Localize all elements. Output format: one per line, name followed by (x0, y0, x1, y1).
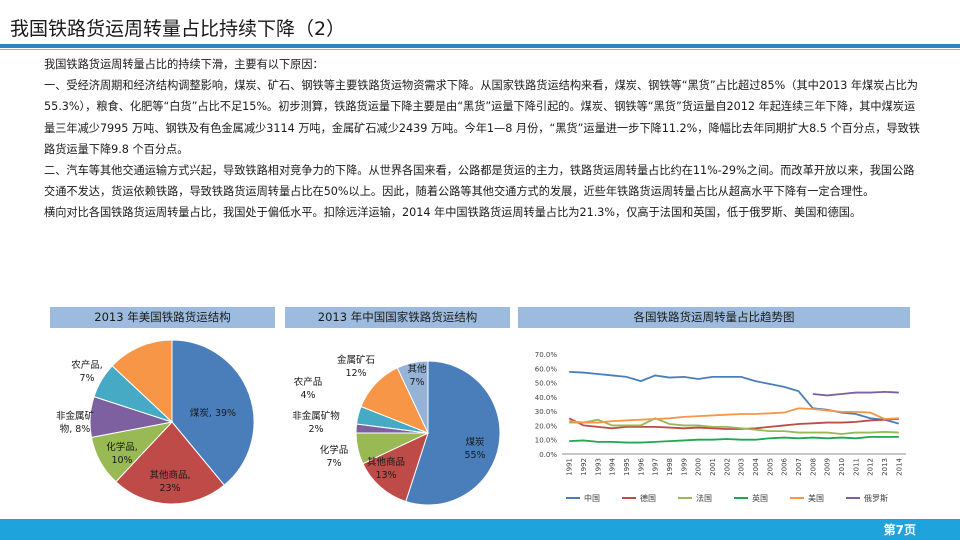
us-pie-header: 2013 年美国铁路货运结构 (50, 307, 275, 328)
cn-pie-slice-0 (405, 360, 501, 506)
xtick-22: 2013 (881, 458, 889, 476)
xtick-0: 1991 (566, 458, 574, 476)
us-pie-label-1-1: 23% (159, 483, 180, 494)
us-pie-label-3-0: 非金属矿 (56, 410, 95, 422)
rail-share-trend-chart: 0.0% 10.0% 20.0% 30.0% 40.0% 50.0% 60.0% 70.0% 1… (535, 351, 906, 503)
xtick-19: 2010 (838, 458, 846, 476)
us-pie-slice-1 (115, 421, 225, 505)
xtick-20: 2011 (852, 458, 860, 476)
legend-label-1: 德国 (640, 493, 656, 503)
legend-label-3: 英国 (752, 493, 768, 503)
series-line-3 (569, 435, 899, 444)
cn-pie-label-5-0: 金属矿石 (337, 354, 375, 366)
legend-label-2: 法国 (696, 493, 712, 503)
paragraph-reason-2: 二、汽车等其他交通运输方式兴起，导致铁路相对竞争力的下降。从世界各国来看，公路都… (44, 164, 915, 199)
series-line-2 (569, 417, 899, 435)
paragraph-reason-1: 一、受经济周期和经济结构调整影响，煤炭、矿石、钢铁等主要铁路货运物资需求下降。从… (44, 79, 920, 156)
us-freight-pie-chart: 煤炭, 39% 其他商品, 23% 化学品, 10% 非金属矿物, 8% 农产品, 7% (56, 339, 255, 505)
xtick-21: 2012 (867, 458, 875, 476)
xtick-12: 2003 (738, 458, 746, 476)
cn-pie-label-5-1: 12% (345, 368, 366, 379)
xtick-3: 1994 (609, 457, 617, 475)
ytick-5: 50.0% (535, 380, 558, 388)
xtick-1: 1992 (580, 458, 588, 476)
page-number: 第7页 (883, 523, 916, 537)
paragraph-comparison: 横向对比各国铁路货运周转量占比，我国处于偏低水平。扣除远洋运输，2014 年中国… (44, 206, 862, 220)
page-title: 我国铁路货运周转量占比持续下降（2） (10, 18, 346, 40)
body-text: 我国铁路货运周转量占比的持续下滑，主要有以下原因： 一、受经济周期和经济结构调整… (44, 54, 924, 224)
title-divider-thin (0, 49, 960, 50)
cn-pie-label-6-0: 其他 (407, 363, 427, 375)
xtick-23: 2014 (895, 457, 903, 475)
china-freight-pie-chart: 煤炭 55% 其他商品 13% 化学品 7% 非金属矿物 2% 农产品 4% 金属矿石 12% 其他 7% (292, 354, 501, 506)
series-line-1 (568, 417, 899, 430)
cn-pie-label-6-1: 7% (409, 377, 424, 388)
cn-pie-slice-1 (362, 432, 429, 503)
xtick-10: 2001 (709, 458, 717, 476)
cn-pie-label-1-1: 13% (375, 470, 396, 481)
cn-pie-label-1-0: 其他商品 (367, 456, 405, 468)
xtick-15: 2006 (781, 457, 789, 475)
paragraph-intro: 我国铁路货运周转量占比的持续下滑，主要有以下原因： (44, 58, 324, 71)
title-divider (0, 44, 960, 48)
cn-pie-label-0-0: 煤炭 (465, 436, 485, 448)
cn-pie-label-4-0: 农产品 (294, 376, 323, 388)
cn-pie-label-0-1: 55% (464, 450, 485, 461)
us-pie-label-0-0: 煤炭, 39% (190, 407, 236, 419)
series-line-0 (569, 370, 900, 425)
us-pie-label-2-0: 化学品, (106, 441, 138, 453)
ytick-7: 70.0% (535, 351, 558, 359)
legend-label-0: 中国 (584, 493, 600, 503)
us-pie-slice-5 (111, 339, 173, 424)
xtick-5: 1996 (637, 457, 645, 475)
series-line-5 (812, 390, 899, 397)
xtick-6: 1997 (652, 458, 660, 476)
xtick-7: 1998 (666, 458, 674, 476)
xtick-2: 1993 (594, 458, 602, 476)
us-pie-label-2-1: 10% (111, 455, 132, 466)
trend-chart-header: 各国铁路货运周转量占比趋势图 (518, 307, 910, 328)
footer-bar: 第7页 (0, 519, 960, 540)
series-line-4 (569, 407, 899, 424)
title-bar: 我国铁路货运周转量占比持续下降（2） (0, 8, 960, 50)
us-pie-label-4-0: 农产品, (71, 359, 103, 371)
xtick-17: 2008 (809, 458, 817, 476)
xtick-14: 2005 (766, 458, 774, 476)
us-pie-label-4-1: 7% (79, 373, 94, 384)
us-pie-label-3-1: 物, 8% (60, 423, 91, 435)
us-pie-label-1-0: 其他商品, (149, 469, 190, 481)
legend-label-5: 俄罗斯 (864, 493, 888, 503)
cn-pie-label-3-0: 非金属矿物 (292, 410, 340, 422)
cn-pie-label-4-1: 4% (300, 390, 315, 401)
xtick-8: 1999 (680, 458, 688, 476)
ytick-4: 40.0% (535, 394, 558, 402)
china-pie-header: 2013 年中国国家铁路货运结构 (285, 307, 510, 328)
legend-label-4: 美国 (808, 493, 824, 503)
xtick-13: 2004 (752, 457, 760, 475)
ytick-6: 60.0% (535, 365, 558, 373)
xtick-4: 1995 (623, 458, 631, 476)
ytick-0: 0.0% (539, 451, 557, 459)
us-pie-slice-0 (171, 339, 255, 486)
xtick-16: 2007 (795, 458, 803, 476)
cn-pie-label-3-1: 2% (308, 424, 323, 435)
ytick-1: 10.0% (535, 437, 558, 445)
ytick-2: 20.0% (535, 422, 558, 430)
cn-pie-label-2-1: 7% (326, 458, 341, 469)
xtick-18: 2009 (824, 458, 832, 476)
cn-pie-slice-6 (396, 360, 429, 434)
xtick-9: 2000 (695, 458, 703, 476)
xtick-11: 2002 (723, 458, 731, 476)
ytick-3: 30.0% (535, 408, 558, 416)
cn-pie-label-2-0: 化学品 (320, 444, 349, 456)
